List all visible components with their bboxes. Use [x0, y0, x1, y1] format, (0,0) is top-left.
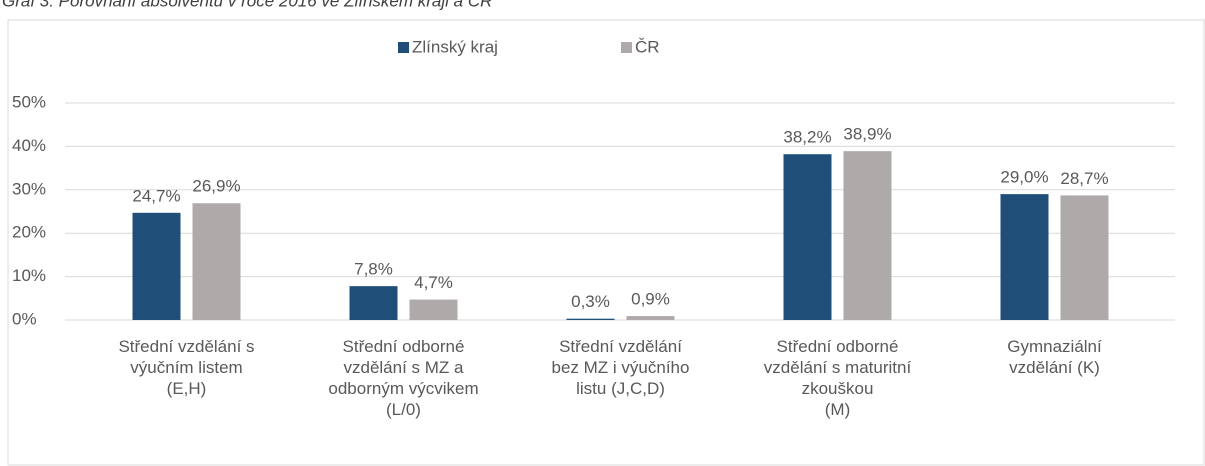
legend-swatch — [398, 42, 409, 53]
data-label: 4,7% — [414, 273, 453, 292]
y-tick-label: 10% — [12, 266, 46, 285]
bar — [349, 286, 398, 320]
bar — [783, 154, 832, 320]
x-tick-label: Střední vzdělání s výučním listem (E,H) — [118, 337, 254, 398]
bar — [132, 212, 181, 320]
x-tick-label-line: Střední odborné — [343, 337, 465, 356]
x-tick-label-line: vzdělání s MZ a — [344, 358, 465, 377]
x-tick-label-line: bez MZ i výučního — [552, 358, 690, 377]
legend-label: ČR — [635, 37, 660, 56]
legend-label: Zlínský kraj — [412, 37, 498, 56]
bar — [843, 151, 892, 320]
data-label: 38,2% — [783, 128, 831, 147]
y-tick-label: 0% — [12, 309, 37, 328]
data-label: 26,9% — [192, 177, 240, 196]
x-tick-label-line: Střední vzdělání s — [118, 337, 254, 356]
data-label: 29,0% — [1000, 168, 1048, 187]
chart-title: Graf 3: Porovnání absolventů v roce 2016… — [2, 0, 492, 10]
x-tick-label-line: (L/0) — [386, 400, 421, 419]
y-tick-label: 40% — [12, 136, 46, 155]
x-tick-label-line: (M) — [825, 400, 850, 419]
bar — [626, 316, 675, 320]
x-tick-label-line: vzdělání (K) — [1009, 358, 1100, 377]
x-tick-label-line: odborným výcvikem — [328, 379, 478, 398]
data-label: 0,9% — [631, 290, 670, 309]
data-label: 0,3% — [571, 292, 610, 311]
bar — [1000, 194, 1049, 320]
x-tick-label-line: zkouškou — [802, 379, 874, 398]
x-tick-label-line: (E,H) — [167, 379, 207, 398]
data-label: 38,9% — [843, 125, 891, 144]
x-tick-label: Střední odborné vzdělání s MZ a odborným v… — [328, 337, 478, 419]
x-tick-label-line: Střední vzdělání — [559, 337, 682, 356]
bar — [566, 318, 615, 320]
bar — [1060, 195, 1109, 320]
x-tick-label-line: Střední odborné — [777, 337, 899, 356]
bar — [409, 299, 458, 320]
data-label: 7,8% — [354, 260, 393, 279]
y-tick-label: 20% — [12, 223, 46, 242]
x-tick-label-line: Gymnaziální — [1007, 337, 1102, 356]
x-tick-label: Střední odborné vzdělání s maturitní zkouš… — [764, 337, 912, 419]
x-tick-label-line: listu (J,C,D) — [576, 379, 665, 398]
x-tick-label: Gymnaziální vzdělání (K) — [1007, 337, 1102, 377]
y-tick-label: 30% — [12, 179, 46, 198]
x-tick-label-line: výučním listem — [130, 358, 242, 377]
x-tick-label: Střední vzdělání bez MZ i výučního listu (… — [552, 337, 690, 398]
data-label: 28,7% — [1060, 169, 1108, 188]
y-tick-label: 50% — [12, 92, 46, 111]
bar — [192, 203, 241, 320]
x-tick-label-line: vzdělání s maturitní — [764, 358, 912, 377]
legend-swatch — [621, 42, 632, 53]
data-label: 24,7% — [132, 186, 180, 205]
